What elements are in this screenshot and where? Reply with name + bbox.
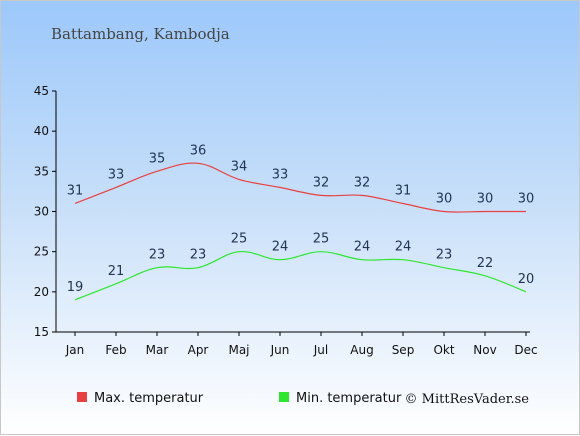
x-tick-label: Nov	[473, 343, 496, 357]
y-tick-label: 40	[34, 124, 49, 138]
x-tick-label: Okt	[433, 343, 454, 357]
data-label: 23	[190, 248, 207, 263]
series-line-min	[74, 251, 527, 301]
data-label: 31	[67, 183, 84, 198]
y-tick-label: 25	[34, 245, 49, 259]
series-line-max	[74, 162, 526, 213]
data-label: 25	[313, 232, 330, 247]
x-tick-label: Apr	[188, 343, 209, 357]
data-label: 32	[354, 175, 371, 190]
legend-swatch	[77, 392, 87, 402]
x-tick-label: Maj	[228, 343, 249, 357]
y-tick-label: 35	[34, 164, 49, 178]
x-tick-label: Jan	[65, 343, 85, 357]
x-tick-label: Jun	[270, 343, 290, 357]
data-label: 24	[272, 240, 289, 255]
x-tick-label: Dec	[514, 343, 537, 357]
y-tick-label: 45	[34, 84, 49, 98]
legend-label: Max. temperatur	[94, 391, 204, 406]
data-label: 36	[190, 143, 207, 158]
data-label: 33	[272, 167, 289, 182]
data-label: 33	[108, 167, 125, 182]
data-label: 31	[395, 183, 412, 198]
y-tick-label: 30	[34, 205, 49, 219]
data-label: 30	[436, 192, 453, 207]
data-label: 20	[518, 272, 535, 287]
legend-label: Min. temperatur	[296, 391, 402, 406]
y-tick-label: 20	[34, 285, 49, 299]
legend: Max. temperatur Min. temperatur	[77, 391, 402, 406]
x-tick-label: Aug	[350, 343, 373, 357]
data-label: 24	[395, 240, 412, 255]
chart-title: Battambang, Kambodja	[51, 25, 230, 43]
data-label: 22	[477, 256, 494, 271]
data-label: 19	[67, 280, 84, 295]
y-tick-label: 15	[34, 325, 49, 339]
x-tick-label: Jul	[313, 343, 328, 357]
series-group: 31 33 35 36 34 33 32 32 31 30 30 30 19 21 23 23 25 24 25 24…	[67, 143, 535, 301]
data-label: 34	[231, 159, 248, 174]
x-tick-label: Sep	[392, 343, 415, 357]
data-label: 24	[354, 240, 371, 255]
data-label: 30	[477, 192, 494, 207]
data-label: 32	[313, 175, 330, 190]
x-tick-label: Feb	[105, 343, 126, 357]
data-label: 23	[149, 248, 166, 263]
data-label: 23	[436, 248, 453, 263]
data-label: 25	[231, 232, 248, 247]
axes: 15 20 25 30 35 40 45 Jan Feb Mar Apr Maj Jun Jul Aug Se…	[34, 84, 538, 357]
data-label: 21	[108, 264, 125, 279]
legend-swatch	[279, 392, 289, 402]
data-label: 30	[518, 192, 535, 207]
data-label: 35	[149, 151, 166, 166]
credit-text: © MittResVader.se	[405, 392, 530, 407]
x-tick-label: Mar	[146, 343, 169, 357]
